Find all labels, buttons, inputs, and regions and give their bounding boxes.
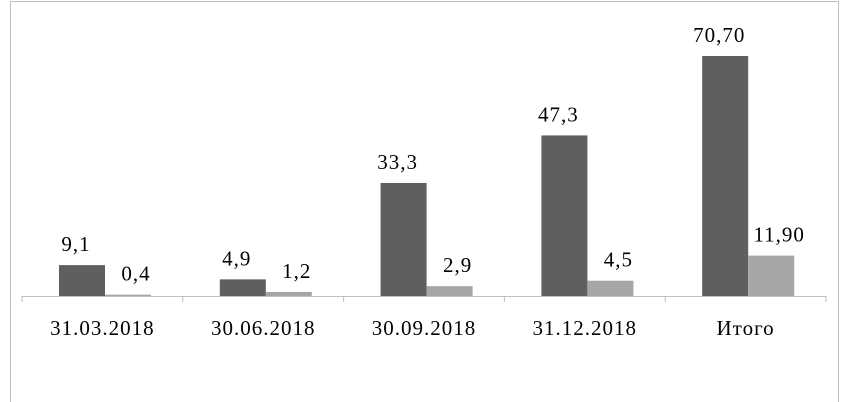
x-tick-label: 31.03.2018 bbox=[50, 316, 155, 340]
bar bbox=[541, 135, 588, 296]
value-label: 47,3 bbox=[538, 102, 579, 126]
value-label: 4,5 bbox=[604, 248, 633, 272]
bar bbox=[587, 280, 634, 296]
value-label: 0,4 bbox=[121, 262, 150, 286]
bar bbox=[748, 255, 795, 296]
chart-frame bbox=[10, 1, 839, 402]
bar bbox=[426, 286, 473, 296]
value-label: 9,1 bbox=[61, 232, 90, 256]
bar bbox=[702, 56, 749, 296]
bar bbox=[59, 265, 105, 296]
value-label: 33,3 bbox=[377, 150, 418, 174]
value-label: 2,9 bbox=[443, 253, 472, 277]
bar bbox=[265, 291, 312, 296]
bar bbox=[380, 182, 427, 296]
value-label: 1,2 bbox=[282, 259, 311, 283]
bar bbox=[105, 294, 151, 296]
value-label: 4,9 bbox=[222, 246, 251, 270]
x-tick-label: 30.09.2018 bbox=[372, 316, 477, 340]
x-tick-label: Итого bbox=[717, 316, 775, 340]
value-label: 70,70 bbox=[693, 23, 745, 47]
x-tick-label: 30.06.2018 bbox=[211, 316, 316, 340]
value-label: 11,90 bbox=[753, 223, 804, 247]
x-tick-label: 31.12.2018 bbox=[533, 316, 638, 340]
bar bbox=[219, 279, 266, 296]
